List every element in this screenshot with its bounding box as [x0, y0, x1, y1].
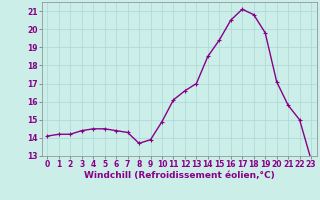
X-axis label: Windchill (Refroidissement éolien,°C): Windchill (Refroidissement éolien,°C) — [84, 171, 275, 180]
